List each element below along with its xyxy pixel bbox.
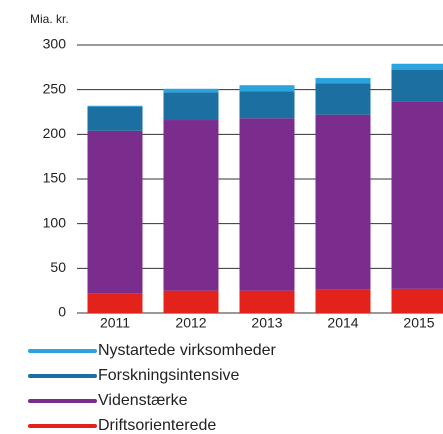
bar-segment [239,118,295,291]
x-tick-label: 2011 [100,315,130,331]
bar-segment [87,106,143,131]
bar-segment [239,85,295,92]
bar-segment [315,114,371,290]
y-tick-label: 300 [43,36,67,52]
y-tick-label: 150 [43,170,67,186]
bar-segment [391,101,443,289]
legend-label: Nystartede virksomheder [98,342,277,359]
bar-segment [239,290,295,313]
y-tick-label: 100 [43,214,67,230]
legend-label: Forskningsintensive [98,367,240,384]
bar-segment [391,288,443,313]
legend-label: Videnstærke [98,392,188,409]
y-tick-label: 200 [43,125,67,141]
bar-segment [315,78,371,84]
y-axis-label: Mia. kr. [30,12,69,26]
bar-segment [163,92,219,121]
bar-segment [391,63,443,71]
y-tick-label: 250 [43,80,67,96]
bar-segment [87,293,143,313]
bar-segment [163,120,219,291]
bar-segment [87,130,143,294]
y-tick-label: 50 [50,259,66,275]
bar-segment [315,83,371,115]
bar-segment [163,290,219,313]
bar-segment [391,70,443,102]
x-tick-label: 2015 [403,315,434,331]
bar-segment [239,91,295,119]
x-tick-label: 2012 [175,315,206,331]
x-tick-label: 2013 [251,315,282,331]
x-tick-label: 2014 [327,315,358,331]
bar-segment [87,105,143,107]
bar-segment [315,289,371,313]
bar-segment [163,88,219,93]
legend-label: Driftsorienterede [98,417,216,434]
y-tick-label: 0 [58,304,66,320]
